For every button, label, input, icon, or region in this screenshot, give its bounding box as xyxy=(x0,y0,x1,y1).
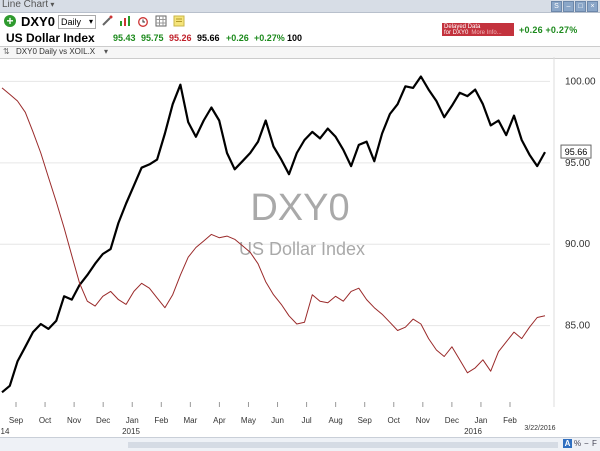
scroll-icon[interactable]: S xyxy=(551,1,562,12)
alarm-clock-icon[interactable] xyxy=(137,15,149,27)
x-tick-label: Jan xyxy=(126,416,139,425)
percent-change: +0.27% xyxy=(254,33,285,43)
close-icon[interactable]: × xyxy=(587,1,598,12)
legend-text[interactable]: DXY0 Daily vs XOIL.X xyxy=(16,47,96,56)
indicators-icon[interactable] xyxy=(119,15,131,27)
window-controls: S – □ × xyxy=(551,1,598,12)
change-value: +0.26 xyxy=(226,33,249,43)
legend-dropdown-icon[interactable]: ▾ xyxy=(104,47,109,56)
notes-icon[interactable] xyxy=(173,15,185,27)
last-date-label: 3/22/2016 xyxy=(524,425,555,432)
volume-value: 100 xyxy=(287,33,303,43)
delayed-data-symbol: for DXY0 xyxy=(444,30,469,36)
watermark-symbol: DXY0 xyxy=(250,187,349,229)
delayed-data-badge[interactable]: Delayed Data for DXY0 More Info... xyxy=(442,23,514,36)
x-tick-label: Dec xyxy=(445,416,459,425)
grid-icon[interactable] xyxy=(155,15,167,27)
series-line-xoil-x[interactable] xyxy=(1,87,546,374)
delayed-data-text: Delayed Data xyxy=(444,24,481,30)
x-tick-label: Oct xyxy=(39,416,52,425)
x-tick-label: Aug xyxy=(329,416,343,425)
year-label: 14 xyxy=(1,427,10,436)
window-titlebar: Line Chart S – □ × xyxy=(0,0,600,13)
window-title[interactable]: Line Chart xyxy=(2,0,54,10)
chart-footer: A % − F xyxy=(0,437,600,451)
x-tick-label: May xyxy=(241,416,256,425)
percent-scale-button[interactable]: % xyxy=(574,439,582,448)
more-info-link[interactable]: More Info... xyxy=(471,30,502,36)
add-symbol-icon[interactable]: + xyxy=(4,15,16,27)
year-label: 2015 xyxy=(122,427,140,436)
fit-button[interactable]: F xyxy=(592,439,597,448)
quote-header: US Dollar Index 95.43 95.75 95.26 95.66 … xyxy=(0,31,600,45)
x-tick-label: Feb xyxy=(503,416,517,425)
year-label: 2016 xyxy=(464,427,482,436)
draw-tools-icon[interactable] xyxy=(101,15,113,27)
symbol-input[interactable]: DXY0 xyxy=(21,14,55,29)
y-tick-label: 95.00 xyxy=(565,158,590,169)
open-value: 95.43 xyxy=(113,33,136,43)
x-tick-label: Nov xyxy=(416,416,430,425)
x-tick-label: Jan xyxy=(474,416,487,425)
last-price-label: 95.66 xyxy=(565,147,588,157)
restore-icon[interactable]: □ xyxy=(575,1,586,12)
instrument-name: US Dollar Index xyxy=(6,31,95,45)
x-tick-label: Mar xyxy=(183,416,197,425)
series-line-dxy0[interactable] xyxy=(1,75,546,394)
last-price-marker xyxy=(560,144,592,159)
last-value: 95.66 xyxy=(197,33,220,43)
x-tick-label: Sep xyxy=(9,416,24,425)
line-chart[interactable]: 100.00 95.00 90.00 85.00 Sep Oct Nov Dec Jan Feb M… xyxy=(0,57,600,437)
high-value: 95.75 xyxy=(141,33,164,43)
minimize-icon[interactable]: – xyxy=(563,1,574,12)
y-tick-label: 100.00 xyxy=(565,76,596,87)
net-change-summary: +0.26 +0.27% xyxy=(519,25,578,35)
y-tick-label: 90.00 xyxy=(565,239,590,250)
chart-legend: ⇅ DXY0 Daily vs XOIL.X ▾ xyxy=(0,46,600,59)
x-tick-label: Feb xyxy=(154,416,168,425)
zoom-out-icon[interactable]: − xyxy=(584,439,589,448)
x-tick-label: Dec xyxy=(96,416,110,425)
low-value: 95.26 xyxy=(169,33,192,43)
x-tick-label: Nov xyxy=(67,416,81,425)
period-select[interactable]: Daily xyxy=(58,15,96,29)
x-tick-label: Jul xyxy=(301,416,311,425)
watermark-name: US Dollar Index xyxy=(239,239,365,259)
x-tick-label: Sep xyxy=(358,416,373,425)
sort-icon[interactable]: ⇅ xyxy=(3,47,10,56)
auto-scale-button[interactable]: A xyxy=(563,439,572,448)
y-tick-label: 85.00 xyxy=(565,321,590,332)
x-tick-label: Oct xyxy=(388,416,401,425)
time-scrollbar[interactable] xyxy=(128,442,558,448)
x-tick-label: Jun xyxy=(271,416,284,425)
x-tick-label: Apr xyxy=(213,416,226,425)
